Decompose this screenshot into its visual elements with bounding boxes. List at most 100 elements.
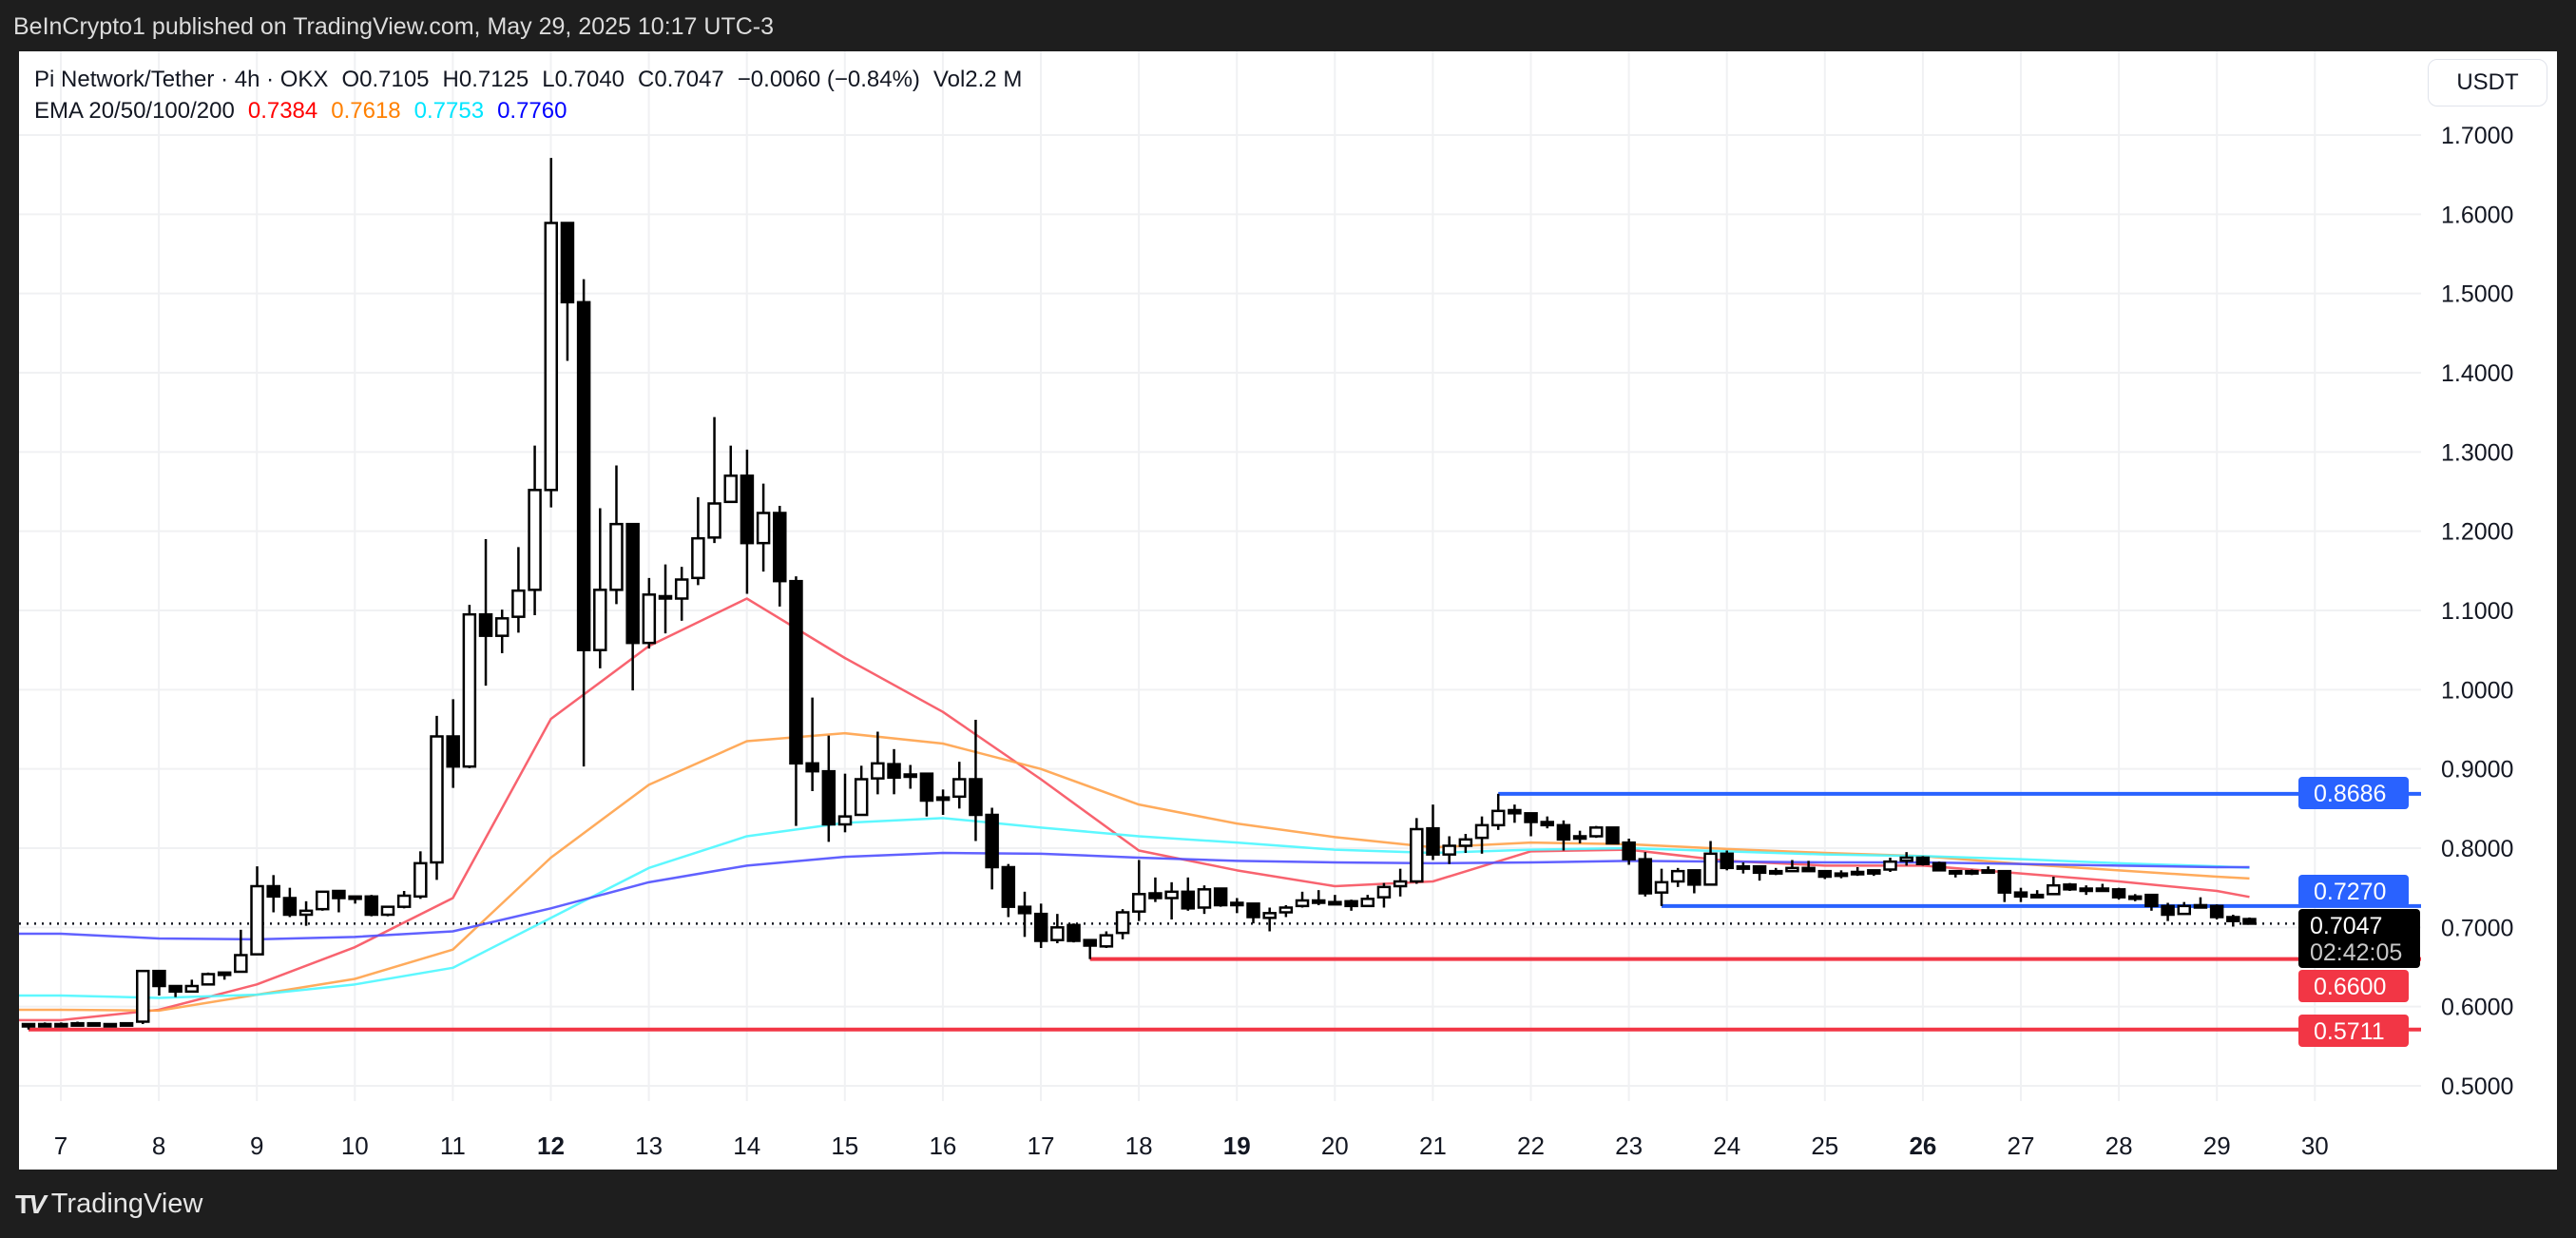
candle-bearish bbox=[348, 895, 362, 904]
candle-body bbox=[446, 735, 460, 768]
candle-bearish bbox=[969, 719, 983, 841]
candle-bullish bbox=[1850, 866, 1865, 877]
candle-body bbox=[1181, 890, 1196, 910]
candle-bearish bbox=[1997, 869, 2012, 902]
time-tick-label: 12 bbox=[537, 1132, 565, 1160]
candle-bearish bbox=[789, 576, 803, 826]
candle-bullish bbox=[1769, 867, 1783, 876]
candle-body bbox=[1867, 869, 1881, 875]
price-tick-label: 0.5000 bbox=[2441, 1074, 2513, 1100]
candle-bearish bbox=[1817, 869, 1833, 880]
candle-body bbox=[1605, 826, 1620, 845]
high-value: H0.7125 bbox=[442, 67, 529, 92]
candle-bullish bbox=[1410, 818, 1424, 884]
candle-body bbox=[985, 813, 999, 869]
candle-body bbox=[1883, 860, 1897, 871]
candle-body bbox=[625, 522, 640, 645]
level-label-box bbox=[2298, 777, 2409, 809]
candle-body bbox=[1360, 898, 1375, 908]
candle-bullish bbox=[70, 1021, 85, 1027]
candle-bullish bbox=[1262, 907, 1277, 932]
ema200-value: 0.7760 bbox=[497, 98, 567, 124]
candle-bullish bbox=[1328, 895, 1342, 906]
candle-body bbox=[298, 909, 314, 917]
candle-bearish bbox=[364, 895, 379, 917]
candle-body bbox=[1099, 934, 1114, 948]
candle-body bbox=[21, 1022, 36, 1028]
candle-body bbox=[1115, 911, 1130, 935]
candle-body bbox=[1344, 899, 1358, 908]
candle-bearish bbox=[1622, 838, 1636, 865]
current-price-label: 0.7047 bbox=[2310, 913, 2382, 939]
candle-bearish bbox=[1524, 812, 1538, 837]
candle-bearish bbox=[1213, 887, 1228, 907]
candle-body bbox=[528, 489, 542, 591]
candle-body bbox=[2193, 903, 2208, 909]
candle-bullish bbox=[315, 890, 330, 911]
candle-body bbox=[2161, 904, 2175, 917]
candle-bullish bbox=[1376, 882, 1392, 908]
candle-body bbox=[1752, 864, 1767, 875]
candle-bullish bbox=[723, 445, 738, 504]
candle-bearish bbox=[1508, 804, 1522, 823]
candle-body bbox=[805, 762, 819, 773]
candle-bearish bbox=[1083, 938, 1097, 959]
price-tick-label: 1.3000 bbox=[2441, 439, 2513, 466]
candle-body bbox=[234, 954, 248, 974]
candle-bearish bbox=[1017, 891, 1032, 938]
candle-body bbox=[1817, 869, 1833, 879]
candle-body bbox=[1197, 888, 1212, 909]
candle-bearish bbox=[332, 889, 346, 913]
time-tick-label: 30 bbox=[2301, 1132, 2329, 1160]
candle-bullish bbox=[462, 605, 477, 768]
candle-body bbox=[2047, 883, 2061, 896]
level-label-box bbox=[2298, 875, 2409, 907]
candle-bearish bbox=[1752, 864, 1767, 881]
candle-bearish bbox=[2226, 914, 2240, 927]
candle-body bbox=[952, 778, 967, 799]
footer-logo-text: TradingView bbox=[50, 1189, 203, 1219]
candle-bullish bbox=[528, 445, 542, 615]
candle-body bbox=[887, 763, 901, 780]
candle-bullish bbox=[1164, 881, 1179, 919]
time-tick-label: 29 bbox=[2203, 1132, 2231, 1160]
candle-bearish bbox=[1181, 877, 1196, 911]
candle-bearish bbox=[266, 875, 280, 913]
candle-bearish bbox=[773, 505, 787, 607]
candle-body bbox=[2095, 887, 2110, 893]
footer: TV TradingView bbox=[15, 1189, 202, 1220]
currency-button[interactable]: USDT bbox=[2428, 59, 2547, 106]
candle-bullish bbox=[593, 508, 607, 668]
candle-bullish bbox=[119, 1021, 134, 1027]
candle-bullish bbox=[380, 905, 395, 917]
candle-bullish bbox=[1965, 869, 1979, 876]
candle-body bbox=[1915, 856, 1931, 865]
candle-bullish bbox=[1736, 861, 1751, 874]
candle-bullish bbox=[1295, 891, 1310, 908]
time-tick-label: 18 bbox=[1125, 1132, 1153, 1160]
level-label-box bbox=[2298, 1015, 2409, 1047]
candle-bearish bbox=[1246, 902, 1260, 924]
candle-body bbox=[1769, 869, 1783, 875]
ema-lines bbox=[19, 597, 2250, 1022]
time-tick-label: 25 bbox=[1811, 1132, 1838, 1160]
symbol-name[interactable]: Pi Network/Tether · 4h · OKX bbox=[34, 67, 329, 92]
price-tick-label: 1.0000 bbox=[2441, 677, 2513, 704]
candle-bearish bbox=[1556, 820, 1571, 851]
candle-body bbox=[1131, 893, 1146, 913]
candle-bearish bbox=[21, 1022, 36, 1030]
candle-body bbox=[1572, 835, 1587, 841]
candle-bullish bbox=[1278, 904, 1294, 918]
ema-line-50 bbox=[19, 731, 2250, 1013]
candle-bullish bbox=[2047, 876, 2061, 896]
level-label: 0.6600 bbox=[2314, 974, 2386, 1000]
candle-body bbox=[593, 589, 607, 651]
time-tick-label: 14 bbox=[733, 1132, 760, 1160]
candle-bullish bbox=[674, 567, 689, 621]
ema-label[interactable]: EMA 20/50/100/200 bbox=[34, 98, 235, 124]
time-tick-label: 27 bbox=[2008, 1132, 2035, 1160]
candle-body bbox=[266, 884, 280, 899]
candle-bearish bbox=[740, 449, 755, 594]
candle-body bbox=[2144, 893, 2159, 908]
